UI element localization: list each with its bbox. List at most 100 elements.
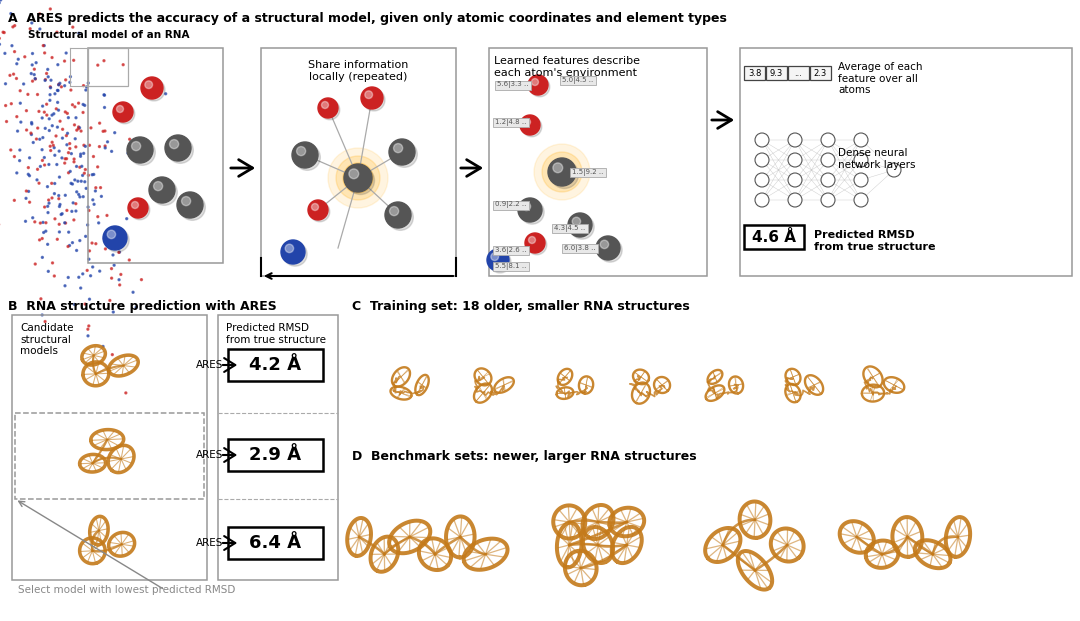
Point (10, 54, 27, 64)
Point (90, 60, 107, 70)
Point (82, 271, 99, 281)
Point (72, 283, 90, 293)
Text: Share information
locally (repeated): Share information locally (repeated) (308, 60, 408, 81)
Point (36, 153, 53, 163)
Point (106, 260, 123, 270)
Circle shape (281, 240, 305, 264)
Point (51, 227, 68, 237)
Circle shape (336, 156, 380, 200)
Circle shape (553, 163, 563, 173)
Point (46, 178, 64, 188)
Circle shape (528, 75, 548, 95)
Point (31, 218, 49, 228)
Point (111, 247, 129, 257)
Circle shape (170, 140, 178, 148)
Point (28, 175, 45, 185)
Bar (492, 261, 529, 271)
Circle shape (345, 164, 372, 192)
Point (23, 119, 40, 129)
Circle shape (151, 179, 177, 206)
Text: Predicted RMSD
from true structure: Predicted RMSD from true structure (226, 323, 326, 345)
Point (119, 148, 136, 158)
Point (64, 100, 81, 110)
Point (37, 75, 54, 84)
Point (67, 134, 84, 143)
Point (46, 214, 64, 224)
Point (36, 107, 53, 117)
Circle shape (105, 228, 130, 252)
Circle shape (531, 78, 539, 86)
Point (27, 74, 44, 84)
Circle shape (181, 197, 191, 206)
Point (53, 209, 70, 219)
Point (70, 98, 87, 108)
Text: 3.6|2.6 ..: 3.6|2.6 .. (496, 247, 527, 253)
Point (5, 47, 23, 57)
Text: 2.3: 2.3 (814, 68, 827, 78)
Circle shape (524, 119, 530, 125)
Point (50, 105, 67, 115)
Point (38, 218, 55, 228)
Point (67, 199, 84, 209)
Circle shape (347, 166, 375, 194)
Point (85, 199, 103, 209)
Circle shape (821, 193, 835, 207)
Circle shape (521, 200, 544, 224)
Point (63, 148, 80, 158)
Point (121, 134, 138, 144)
Point (77, 85, 94, 95)
Circle shape (167, 137, 193, 163)
Point (85, 170, 103, 179)
Point (0, 129, 2, 139)
Point (24, 60, 41, 70)
Circle shape (755, 133, 769, 147)
Point (50, 79, 67, 89)
Circle shape (821, 133, 835, 147)
Text: ARES: ARES (197, 360, 224, 370)
Point (42, 4, 59, 14)
Point (35, 40, 52, 50)
Point (35, 227, 52, 237)
Point (56, 81, 73, 91)
Point (45, 189, 63, 199)
Circle shape (600, 240, 609, 248)
Bar (261, 48, 456, 276)
Point (84, 262, 102, 272)
Point (0, 48, 14, 58)
Point (96, 126, 113, 136)
Text: 6.0|3.8 ..: 6.0|3.8 .. (564, 245, 596, 252)
Point (27, 74, 44, 84)
Point (75, 107, 92, 117)
Point (58, 206, 76, 215)
Point (118, 214, 135, 224)
Point (54, 124, 71, 134)
Point (95, 90, 112, 100)
Circle shape (322, 101, 328, 109)
Point (50, 60, 67, 70)
Circle shape (132, 142, 140, 151)
Bar (87, 48, 222, 263)
Point (95, 56, 112, 66)
Point (66, 154, 83, 164)
Point (51, 146, 68, 156)
Point (75, 99, 92, 109)
Text: Dense neural
network layers: Dense neural network layers (838, 148, 916, 170)
Point (12, 117, 29, 127)
Point (83, 238, 100, 248)
Point (56, 154, 73, 164)
Bar (740, 48, 1072, 276)
Point (98, 211, 116, 220)
Point (39, 182, 56, 192)
Text: 3.8: 3.8 (747, 68, 761, 78)
Circle shape (854, 173, 868, 187)
Point (118, 388, 135, 398)
Point (81, 246, 98, 256)
Circle shape (788, 133, 802, 147)
Point (11, 145, 28, 155)
Point (90, 218, 107, 228)
Circle shape (103, 226, 127, 250)
Point (67, 206, 84, 216)
Point (89, 162, 106, 172)
Point (0, 39, 9, 49)
Circle shape (295, 144, 321, 170)
